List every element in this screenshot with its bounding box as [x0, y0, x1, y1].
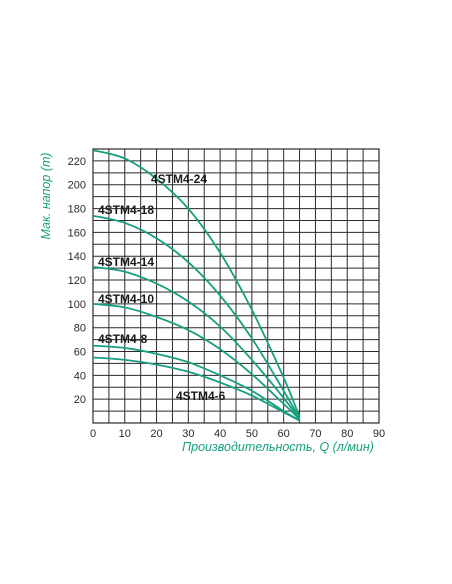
series-lines [92, 149, 301, 422]
x-tick-label: 0 [90, 428, 96, 440]
series-line-4stm4-14 [92, 266, 301, 420]
series-label-4stm4-8: 4STM4-8 [98, 332, 148, 346]
y-tick-label: 200 [68, 180, 86, 192]
y-tick-label: 40 [74, 370, 86, 382]
y-tick-label: 80 [74, 323, 86, 335]
y-tick-label: 160 [68, 227, 86, 239]
y-tick-label: 20 [74, 394, 86, 406]
y-tick-label: 60 [74, 347, 86, 359]
x-axis-title: Производительность, Q (л/мин) [182, 440, 374, 454]
x-tick-label: 20 [150, 428, 162, 440]
series-label-4stm4-24: 4STM4-24 [151, 172, 207, 186]
series-labels: 4STM4-24 4STM4-18 4STM4-14 4STM4-10 4STM4-8 4… [98, 172, 226, 403]
y-tick-label: 220 [68, 156, 86, 168]
y-tick-label: 180 [68, 204, 86, 216]
series-label-4stm4-14: 4STM4-14 [98, 255, 154, 269]
series-line-4stm4-6 [92, 356, 301, 422]
series-line-4stm4-18 [92, 214, 301, 419]
tick-labels: 0 10 20 30 40 50 60 70 80 90 20 40 60 80 100 120 140 160 1… [68, 156, 385, 440]
x-tick-label: 90 [373, 428, 385, 440]
y-tick-label: 100 [68, 299, 86, 311]
series-line-4stm4-10 [92, 303, 301, 421]
y-tick-label: 120 [68, 275, 86, 287]
x-tick-label: 10 [119, 428, 131, 440]
series-label-4stm4-6: 4STM4-6 [176, 389, 226, 403]
x-tick-label: 40 [214, 428, 226, 440]
series-line-4stm4-24 [92, 149, 301, 418]
x-tick-label: 60 [278, 428, 290, 440]
series-label-4stm4-18: 4STM4-18 [98, 203, 154, 217]
x-tick-label: 50 [246, 428, 258, 440]
series-line-4stm4-8 [92, 344, 301, 422]
grid [92, 148, 380, 424]
plot-border [92, 148, 380, 424]
y-tick-label: 140 [68, 251, 86, 263]
series-label-4stm4-10: 4STM4-10 [98, 292, 154, 306]
y-axis-title: Мак. напор (m) [39, 152, 53, 239]
x-tick-label: 80 [341, 428, 353, 440]
x-tick-label: 70 [309, 428, 321, 440]
x-tick-label: 30 [182, 428, 194, 440]
